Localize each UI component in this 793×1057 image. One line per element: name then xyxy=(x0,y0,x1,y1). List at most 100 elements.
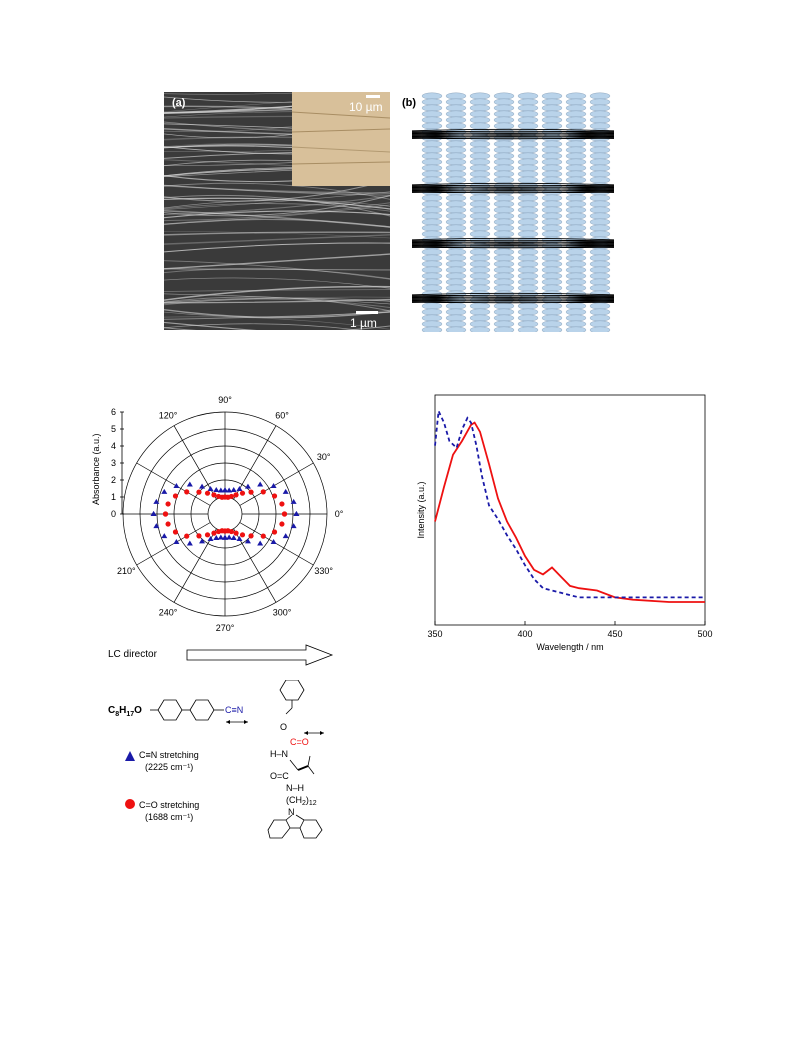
lc-molecule xyxy=(517,254,539,262)
lc-molecule xyxy=(589,104,611,112)
cn-data-point xyxy=(236,536,243,542)
svg-text:C8H17O: C8H17O xyxy=(108,705,142,718)
lc-molecule xyxy=(493,254,515,262)
inset-scale-bar xyxy=(366,95,380,98)
lc-molecule xyxy=(517,170,539,178)
lc-molecule xyxy=(469,176,491,184)
cn-data-point xyxy=(270,482,277,488)
lc-molecule xyxy=(469,284,491,292)
co-data-point xyxy=(165,521,171,527)
lc-molecule xyxy=(493,164,515,172)
lc-molecule xyxy=(445,308,467,316)
co-data-point xyxy=(239,490,246,496)
lc-molecule xyxy=(541,266,563,274)
fiber-band xyxy=(411,241,615,244)
lc-molecule xyxy=(469,218,491,226)
angle-label: 120° xyxy=(159,410,178,420)
fiber-line xyxy=(164,267,390,280)
lc-molecule xyxy=(565,230,587,238)
lc-molecule xyxy=(541,92,563,100)
co-data-point xyxy=(260,489,266,495)
angle-label: 270° xyxy=(216,623,235,633)
fiber-band xyxy=(411,182,615,186)
fiber-band xyxy=(411,188,615,191)
lc-molecule xyxy=(493,92,515,100)
lc-molecule xyxy=(517,98,539,106)
fiber-line xyxy=(164,231,390,236)
legend-cn-label: C≡N stretching xyxy=(139,750,199,760)
svg-text:O: O xyxy=(280,722,287,732)
lc-molecule xyxy=(589,122,611,130)
fiber-line xyxy=(164,210,390,219)
lc-molecule xyxy=(445,176,467,184)
lc-molecule xyxy=(445,140,467,148)
lc-molecule xyxy=(541,278,563,286)
fiber-line xyxy=(164,253,390,270)
lc-molecule xyxy=(589,272,611,280)
lc-molecule xyxy=(421,308,443,316)
dashed-series-line xyxy=(434,407,705,599)
co-data-point xyxy=(222,494,228,500)
svg-text:H–N: H–N xyxy=(270,749,288,759)
cn-data-point xyxy=(173,482,180,488)
panel-a-label: (a) xyxy=(172,97,186,109)
lc-molecule xyxy=(445,110,467,118)
lc-molecule xyxy=(541,176,563,184)
co-data-point xyxy=(271,529,278,535)
lc-molecule xyxy=(469,104,491,112)
lc-molecule xyxy=(469,206,491,214)
lc-molecule xyxy=(565,224,587,232)
fiber-band xyxy=(411,128,615,132)
lc-molecule xyxy=(589,200,611,208)
lc-molecule xyxy=(445,158,467,166)
legend-co-sub: (1688 cm⁻¹) xyxy=(145,812,194,822)
lc-molecule xyxy=(565,254,587,262)
angle-label: 330° xyxy=(314,566,333,576)
lc-molecule xyxy=(445,302,467,310)
lc-molecule xyxy=(517,284,539,292)
lc-molecule xyxy=(565,266,587,274)
lc-molecule xyxy=(565,278,587,286)
emission-spectrum-chart: 350 400 450 500 Wavelength / nm Intensity (a.… xyxy=(416,394,713,652)
fiber-line xyxy=(164,179,390,202)
main-scale-bar xyxy=(356,311,378,314)
lc-molecule xyxy=(517,260,539,268)
lc-molecule xyxy=(493,200,515,208)
polar-grid-circle xyxy=(207,496,243,532)
radial-tick-label: 4 xyxy=(111,441,116,451)
co-data-point xyxy=(211,492,217,498)
co-data-point xyxy=(281,511,288,517)
co-data-point xyxy=(172,493,179,499)
lc-molecule xyxy=(445,266,467,274)
fiber-band xyxy=(411,243,615,246)
fiber-band xyxy=(411,237,615,241)
lc-molecule xyxy=(589,248,611,256)
lc-molecule xyxy=(589,98,611,106)
lc-molecule xyxy=(541,248,563,256)
radial-tick-label: 6 xyxy=(111,407,116,417)
lc-molecule xyxy=(421,260,443,268)
lc-molecule xyxy=(493,134,515,142)
lc-molecule xyxy=(541,152,563,160)
cn-data-point xyxy=(186,540,193,546)
svg-text:N: N xyxy=(288,807,295,817)
lc-molecule xyxy=(517,206,539,214)
lc-molecule xyxy=(493,272,515,280)
lc-molecule xyxy=(421,194,443,202)
fiber-line xyxy=(164,260,390,280)
lc-molecule xyxy=(421,122,443,130)
co-data-point xyxy=(233,530,239,536)
lc-molecule xyxy=(541,212,563,220)
lc-molecule xyxy=(493,248,515,256)
lc-molecule xyxy=(493,320,515,328)
cn-data-point xyxy=(257,540,264,546)
lc-molecule xyxy=(565,140,587,148)
angle-label: 240° xyxy=(159,608,178,618)
fiber-line xyxy=(164,234,390,245)
lc-molecule xyxy=(589,320,611,328)
lc-molecule xyxy=(421,116,443,124)
lc-molecule xyxy=(445,314,467,322)
cn-data-point xyxy=(213,534,220,540)
lc-molecule xyxy=(565,320,587,328)
lc-molecule xyxy=(589,176,611,184)
